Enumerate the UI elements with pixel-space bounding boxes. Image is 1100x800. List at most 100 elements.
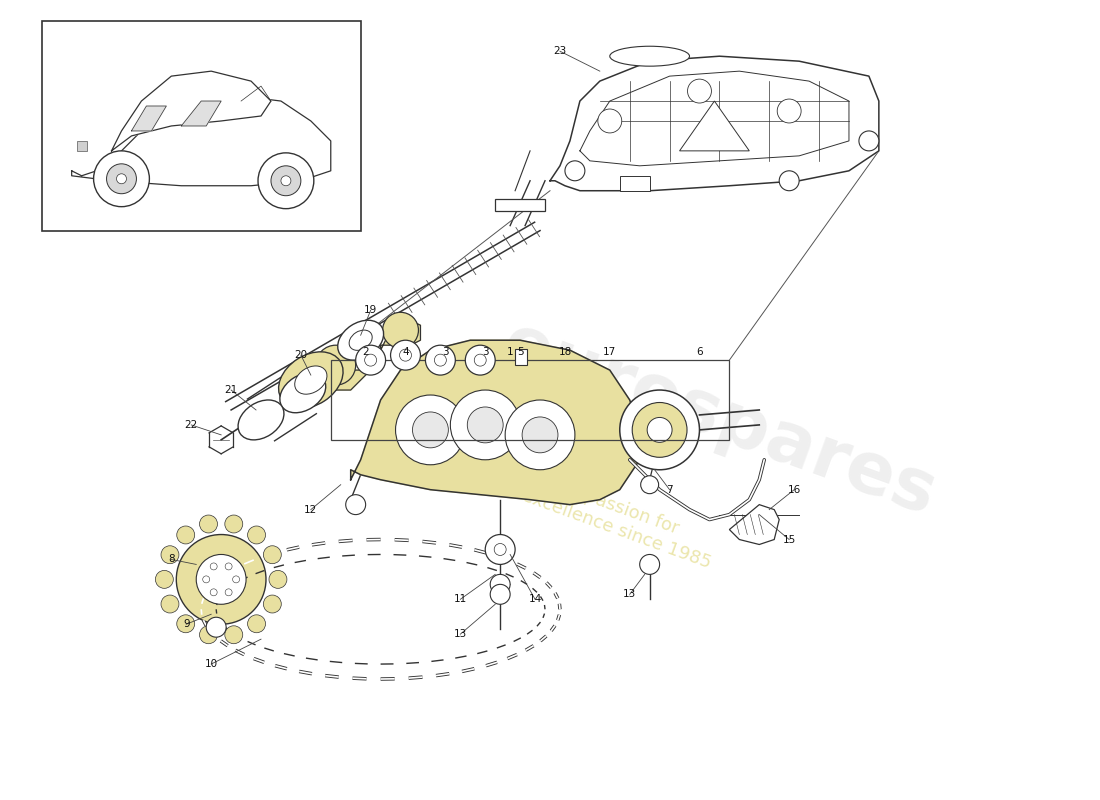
- Circle shape: [491, 584, 510, 604]
- Ellipse shape: [647, 418, 672, 442]
- Text: 4: 4: [403, 347, 409, 357]
- Circle shape: [248, 615, 265, 633]
- Circle shape: [465, 345, 495, 375]
- Circle shape: [258, 153, 314, 209]
- Text: 18: 18: [559, 347, 572, 357]
- Circle shape: [494, 543, 506, 555]
- Circle shape: [161, 546, 179, 564]
- Bar: [515, 349, 527, 365]
- Ellipse shape: [278, 352, 343, 408]
- Circle shape: [426, 345, 455, 375]
- Circle shape: [176, 534, 266, 624]
- Circle shape: [94, 151, 150, 206]
- Text: 7: 7: [667, 485, 673, 494]
- Circle shape: [210, 563, 217, 570]
- Ellipse shape: [349, 330, 372, 350]
- Circle shape: [412, 412, 449, 448]
- Text: 12: 12: [305, 505, 318, 514]
- Polygon shape: [351, 340, 640, 505]
- Text: 23: 23: [553, 46, 566, 56]
- Text: 1: 1: [507, 347, 514, 357]
- Text: 10: 10: [205, 659, 218, 669]
- Circle shape: [390, 340, 420, 370]
- Circle shape: [206, 618, 227, 637]
- Circle shape: [485, 534, 515, 565]
- Circle shape: [778, 99, 801, 123]
- Circle shape: [688, 79, 712, 103]
- Circle shape: [199, 515, 218, 533]
- Circle shape: [210, 589, 217, 596]
- Bar: [495, 198, 544, 210]
- Ellipse shape: [338, 320, 384, 360]
- Circle shape: [597, 109, 622, 133]
- Circle shape: [491, 574, 510, 594]
- Polygon shape: [111, 71, 271, 151]
- Circle shape: [161, 595, 179, 613]
- Circle shape: [434, 354, 447, 366]
- Ellipse shape: [295, 366, 327, 394]
- Circle shape: [364, 354, 376, 366]
- Text: 3: 3: [482, 347, 488, 357]
- Text: 20: 20: [295, 350, 307, 360]
- Polygon shape: [132, 106, 166, 131]
- Circle shape: [263, 595, 282, 613]
- Circle shape: [232, 576, 240, 583]
- Polygon shape: [77, 141, 87, 151]
- Polygon shape: [321, 355, 375, 390]
- Polygon shape: [550, 56, 879, 190]
- Circle shape: [280, 176, 290, 186]
- Circle shape: [224, 515, 243, 533]
- Text: 16: 16: [788, 485, 801, 494]
- Text: 22: 22: [185, 420, 198, 430]
- Circle shape: [505, 400, 575, 470]
- Circle shape: [355, 345, 386, 375]
- Circle shape: [396, 395, 465, 465]
- Circle shape: [640, 554, 660, 574]
- Text: 13: 13: [453, 629, 466, 639]
- Text: 21: 21: [224, 385, 238, 395]
- Circle shape: [640, 476, 659, 494]
- Text: 3: 3: [442, 347, 449, 357]
- Circle shape: [226, 589, 232, 596]
- Ellipse shape: [279, 373, 326, 413]
- Circle shape: [468, 407, 503, 443]
- Circle shape: [263, 546, 282, 564]
- Circle shape: [565, 161, 585, 181]
- Text: a passion for
excellence since 1985: a passion for excellence since 1985: [519, 467, 720, 572]
- Circle shape: [859, 131, 879, 151]
- Ellipse shape: [609, 46, 690, 66]
- Circle shape: [399, 349, 411, 361]
- Polygon shape: [680, 101, 749, 151]
- Polygon shape: [72, 96, 331, 186]
- Text: 9: 9: [183, 619, 189, 630]
- Text: 11: 11: [453, 594, 466, 604]
- Bar: [331, 360, 729, 440]
- Text: 15: 15: [782, 534, 795, 545]
- Text: eurospares: eurospares: [493, 310, 946, 530]
- Text: 17: 17: [603, 347, 616, 357]
- Polygon shape: [619, 176, 650, 190]
- Polygon shape: [381, 320, 420, 350]
- Circle shape: [345, 494, 365, 514]
- Circle shape: [779, 170, 799, 190]
- Circle shape: [107, 164, 136, 194]
- Circle shape: [224, 626, 243, 644]
- Circle shape: [155, 570, 174, 588]
- Bar: [42, 22, 361, 230]
- Text: 6: 6: [696, 347, 703, 357]
- Circle shape: [199, 626, 218, 644]
- Circle shape: [316, 345, 355, 385]
- Circle shape: [383, 312, 418, 348]
- Circle shape: [202, 576, 210, 583]
- Circle shape: [177, 526, 195, 544]
- Circle shape: [117, 174, 126, 184]
- Circle shape: [196, 554, 246, 604]
- Polygon shape: [729, 505, 779, 545]
- Ellipse shape: [238, 400, 284, 440]
- Circle shape: [450, 390, 520, 460]
- Circle shape: [248, 526, 265, 544]
- Circle shape: [271, 166, 301, 196]
- Polygon shape: [182, 101, 221, 126]
- Text: 5: 5: [517, 347, 524, 357]
- Text: 19: 19: [364, 306, 377, 315]
